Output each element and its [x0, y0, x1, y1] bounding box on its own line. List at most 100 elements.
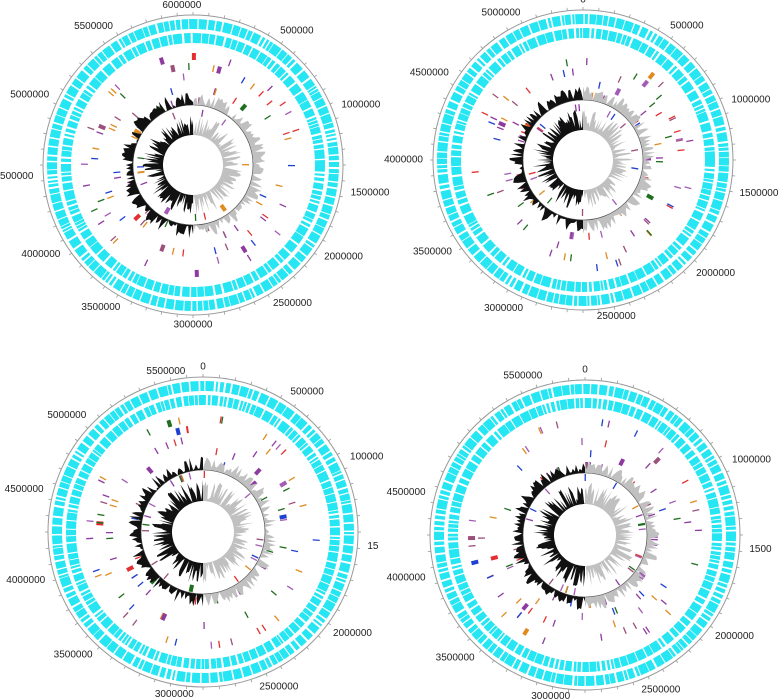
feature-tick — [142, 221, 148, 228]
scale-tick — [675, 660, 679, 664]
scale-tick — [335, 210, 339, 213]
scale-tick — [344, 594, 348, 597]
scale-tick — [662, 669, 665, 673]
position-label: 4000000 — [384, 155, 423, 166]
scale-tick — [647, 676, 650, 680]
feature-tick — [203, 212, 207, 220]
feature-tick — [92, 568, 100, 573]
feature-tick — [119, 93, 126, 99]
position-label: 4000000 — [387, 572, 426, 583]
feature-tick — [506, 565, 514, 570]
feature-tick — [154, 447, 159, 455]
scale-tick — [350, 579, 354, 582]
scale-tick — [469, 260, 472, 263]
feature-tick — [692, 508, 700, 512]
feature-tick — [131, 517, 139, 521]
scale-tick — [535, 302, 538, 306]
scale-tick — [234, 683, 237, 687]
gc-baseline — [522, 99, 644, 221]
feature-tick — [134, 555, 142, 560]
feature-tick — [188, 584, 195, 593]
feature-tick — [524, 445, 530, 453]
scale-tick — [694, 260, 697, 263]
feature-tick — [262, 213, 269, 219]
scale-tick — [314, 252, 318, 256]
position-label: 4500000 — [0, 171, 34, 182]
scale-tick — [613, 10, 616, 14]
cds-ring — [61, 33, 325, 297]
scale-tick — [145, 19, 148, 23]
scale-tick — [662, 397, 665, 401]
scale-tick — [317, 425, 321, 429]
gc-skew — [142, 116, 193, 214]
position-label: 5000000 — [482, 7, 521, 18]
feature-tick — [250, 556, 258, 562]
scale-tick — [694, 57, 697, 60]
centre — [173, 502, 233, 562]
position-label: 5500000 — [146, 366, 185, 377]
feature-tick — [544, 488, 551, 495]
feature-tick — [645, 626, 651, 633]
scale-tick — [339, 195, 343, 198]
feature-tick — [151, 560, 158, 566]
feature-tick — [216, 66, 222, 74]
feature-tick — [98, 123, 107, 131]
scale-tick — [469, 57, 472, 60]
genome-map: 0 500000 1000000 1500000 2000000 2500000 30000… — [384, 0, 778, 322]
feature-tick — [645, 193, 655, 201]
scale-tick — [719, 97, 723, 100]
feature-tick — [516, 611, 523, 619]
scale-tick — [265, 673, 268, 677]
feature-tick — [274, 230, 281, 236]
scale-tick — [60, 88, 64, 91]
position-label: 2000000 — [324, 251, 363, 262]
scale-tick — [304, 265, 307, 268]
scale-tick — [223, 311, 226, 315]
scale-tick — [430, 566, 434, 569]
scale-tick — [725, 205, 729, 208]
feature-tick — [607, 420, 611, 428]
feature-tick — [182, 73, 185, 81]
feature-tick — [537, 126, 544, 132]
feature-tick — [233, 224, 239, 232]
feature-tick — [175, 427, 181, 436]
position-label: 4000000 — [6, 575, 45, 586]
feature-tick — [489, 516, 497, 519]
feature-tick — [169, 480, 175, 487]
feature-tick — [110, 123, 118, 128]
feature-tick — [312, 539, 320, 542]
scale-tick — [109, 657, 113, 661]
position-label: 5500000 — [503, 370, 542, 381]
feature-tick — [216, 256, 220, 264]
feature-tick — [492, 93, 499, 99]
feature-tick — [220, 416, 224, 424]
feature-tick — [521, 447, 528, 455]
feature-tick — [170, 64, 176, 73]
scale-tick — [90, 276, 93, 279]
feature-tick — [244, 611, 249, 619]
feature-tick — [266, 100, 273, 106]
feature-tick — [530, 176, 538, 181]
feature-tick — [468, 544, 476, 547]
genome-map: 0 500000 100000 15 2000000 2500000 3000000 3500… — [5, 362, 384, 700]
gc-baseline — [522, 472, 648, 598]
feature-tick — [681, 479, 689, 484]
scale-tick — [550, 10, 553, 14]
feature-tick — [114, 176, 122, 179]
scale-tick — [337, 609, 341, 612]
position-label: 2500000 — [259, 682, 298, 693]
feature-tick — [667, 203, 674, 208]
scale-tick — [456, 625, 460, 629]
feature-tick — [686, 139, 694, 143]
scale-tick — [688, 417, 692, 421]
feature-tick — [288, 476, 296, 482]
scale-tick — [130, 25, 133, 29]
gc-skew — [533, 486, 585, 588]
scale-tick — [551, 686, 554, 690]
feature-tick — [97, 198, 105, 203]
feature-tick — [265, 448, 271, 455]
scale-tick — [322, 239, 326, 242]
feature-tick — [504, 507, 512, 512]
feature-tick — [275, 443, 282, 451]
